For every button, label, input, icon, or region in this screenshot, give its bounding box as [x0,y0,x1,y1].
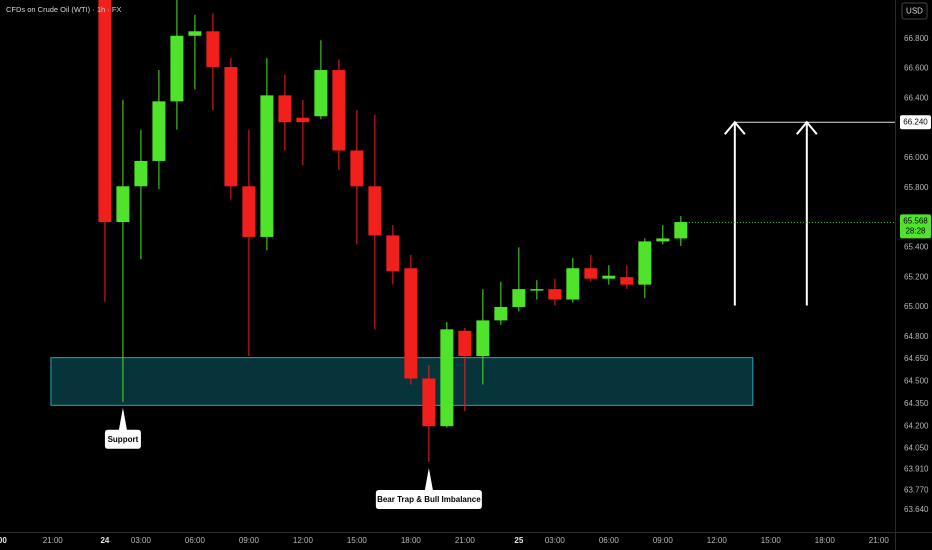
y-tick-label: 64.650 [904,354,929,363]
y-tick-label: 64.050 [904,444,929,453]
candle-body [242,186,256,237]
candle-body [206,31,220,68]
candle-body [386,235,400,272]
candle-body [656,238,670,242]
candle-body [566,268,580,300]
target-price-label: 66.240 [903,117,928,126]
y-tick-label: 64.350 [904,399,929,408]
x-tick-label: 00 [0,536,7,545]
candle-body [224,67,238,187]
last-price-box [900,214,931,239]
candle-body [368,186,382,236]
candle-body [440,329,454,427]
x-tick-label: 24 [100,536,109,545]
y-tick-label: 66.000 [904,153,929,162]
candle-body [188,31,202,36]
plot-area [50,0,895,462]
y-tick-label: 65.400 [904,242,929,251]
y-tick-label: 65.800 [904,183,929,192]
y-tick-label: 65.200 [904,272,929,281]
callout-box [375,467,482,509]
candle-body [548,289,562,300]
callout-box [104,407,141,449]
y-tick-label: 63.640 [904,505,929,514]
x-tick-label: 18:00 [815,536,836,545]
candle-body [134,160,148,187]
x-tick-label: 09:00 [239,536,260,545]
candle-body [314,70,328,117]
y-tick-label: 66.800 [904,34,929,43]
candle-body [602,275,616,279]
x-tick-label: 06:00 [599,536,620,545]
candle-body [494,306,508,321]
candle-body [530,289,544,291]
x-tick-label: 15:00 [347,536,368,545]
chart-title: CFDs on Crude Oil (WTI) · 1h · FX [6,5,121,14]
candle-body [332,70,346,151]
candle-body [116,186,130,223]
y-tick-label: 65.000 [904,302,929,311]
x-tick-label: 18:00 [401,536,422,545]
candle-body [476,320,490,357]
x-tick-label: 03:00 [545,536,566,545]
y-tick-label: 64.800 [904,332,929,341]
x-tick-label: 03:00 [131,536,152,545]
candle-body [458,330,472,357]
arrow [724,120,746,306]
annotation: Support [108,435,139,444]
y-tick-label: 66.600 [904,64,929,73]
candle-body [584,268,598,279]
candle-body [350,150,364,187]
candle-body [296,117,310,123]
candle-body [422,378,436,427]
candle-body [404,268,418,379]
x-tick-label: 21:00 [455,536,476,545]
candle-body [674,222,688,239]
candle-body [512,289,526,307]
countdown-label: 28:28 [905,226,926,235]
last-price-label: 65.568 [903,216,928,225]
y-tick-label: 64.200 [904,421,929,430]
x-tick-label: 12:00 [293,536,314,545]
y-tick-label: 66.400 [904,93,929,102]
candle-body [170,35,184,102]
x-tick-label: 25 [514,536,523,545]
support-zone [50,357,754,406]
y-tick-label: 64.500 [904,377,929,386]
candle-body [260,95,274,237]
candle-body [620,277,634,285]
candle-body [98,0,112,223]
currency: USD [906,7,923,16]
candle-body [152,101,166,161]
currency-box [901,2,928,20]
x-tick-label: 09:00 [653,536,674,545]
annotation: Bear Trap & Bull Imbalance [377,495,481,504]
x-tick-label: 21:00 [869,536,890,545]
x-tick-label: 12:00 [707,536,728,545]
x-tick-label: 15:00 [761,536,782,545]
target-price-box [900,115,931,130]
arrow [796,120,818,306]
x-tick-label: 21:00 [43,536,64,545]
y-tick-label: 63.910 [904,465,929,474]
y-tick-label: 63.770 [904,485,929,494]
candle-body [638,241,652,285]
candle-body [278,95,292,123]
x-tick-label: 06:00 [185,536,206,545]
